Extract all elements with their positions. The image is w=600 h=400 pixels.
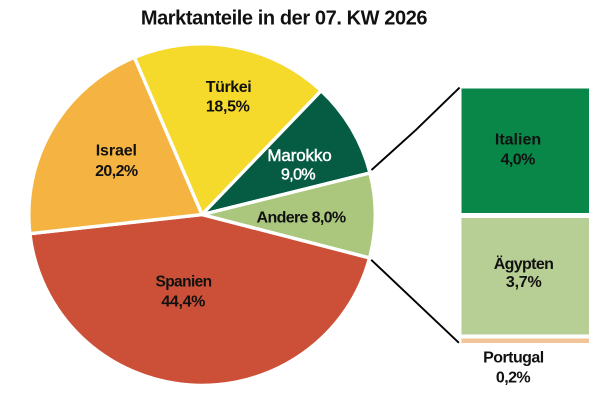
svg-text:18,5%: 18,5% bbox=[206, 98, 250, 115]
svg-text:0,2%: 0,2% bbox=[496, 370, 531, 387]
svg-text:Ägypten: Ägypten bbox=[494, 255, 553, 273]
svg-text:3,7%: 3,7% bbox=[506, 274, 542, 291]
svg-text:Portugal: Portugal bbox=[483, 350, 544, 367]
svg-text:4,0%: 4,0% bbox=[501, 152, 536, 169]
svg-text:20,2%: 20,2% bbox=[95, 163, 138, 180]
svg-text:Andere 8,0%: Andere 8,0% bbox=[257, 210, 346, 227]
svg-text:Italien: Italien bbox=[495, 131, 541, 148]
svg-text:Marktanteile in der 07. KW 202: Marktanteile in der 07. KW 2026 bbox=[141, 8, 428, 30]
svg-text:Israel: Israel bbox=[96, 143, 137, 160]
svg-text:Spanien: Spanien bbox=[155, 273, 211, 290]
svg-text:9,0%: 9,0% bbox=[281, 166, 315, 183]
svg-text:Türkei: Türkei bbox=[206, 79, 252, 96]
svg-text:Marokko: Marokko bbox=[267, 146, 331, 165]
svg-text:44,4%: 44,4% bbox=[161, 293, 205, 310]
